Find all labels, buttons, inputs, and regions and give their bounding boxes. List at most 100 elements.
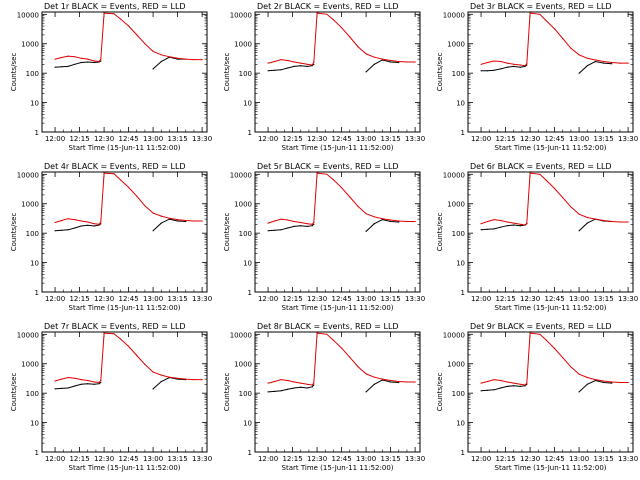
data-point-events	[500, 387, 502, 389]
x-tick-label: 12:15	[495, 295, 515, 303]
data-point-events	[381, 59, 383, 61]
y-tick-label: 1000	[234, 41, 252, 49]
data-point-lld	[160, 54, 162, 56]
data-point-lld	[562, 357, 564, 359]
data-point-lld	[54, 380, 56, 382]
y-tick-label: 10	[30, 260, 39, 268]
data-point-lld	[144, 363, 146, 365]
data-point-lld	[80, 220, 82, 222]
data-point-events	[506, 225, 508, 227]
data-point-events	[54, 388, 56, 390]
data-point-lld	[326, 173, 328, 175]
data-point-lld	[619, 62, 621, 64]
data-point-events	[313, 63, 315, 65]
data-point-events	[80, 383, 82, 385]
data-point-lld	[267, 382, 269, 384]
series-line-lld	[54, 12, 203, 63]
data-point-lld	[100, 379, 102, 382]
data-point-lld	[578, 213, 580, 215]
chart-title: Det 6r BLACK = Events, RED = LLD	[470, 162, 612, 171]
data-point-events	[300, 225, 302, 227]
x-axis-label: Start Time (15-Jun-11 11:52:00)	[495, 464, 607, 472]
y-tick-label: 1	[35, 129, 39, 137]
data-point-lld	[493, 219, 495, 221]
data-point-lld	[390, 379, 392, 382]
data-point-events	[519, 225, 521, 227]
data-point-lld	[414, 381, 416, 383]
series-line-events	[152, 218, 186, 232]
data-point-lld	[300, 62, 302, 64]
y-tick-label: 10	[456, 260, 465, 268]
data-point-lld	[406, 381, 408, 383]
x-axis-label: Start Time (15-Jun-11 11:52:00)	[282, 144, 394, 152]
data-point-lld	[619, 381, 621, 384]
data-point-lld	[185, 378, 187, 380]
data-point-lld	[201, 59, 203, 61]
data-point-lld	[562, 197, 564, 199]
data-point-events	[586, 65, 588, 67]
x-tick-label: 13:15	[381, 295, 401, 303]
x-tick-label: 13:30	[405, 455, 425, 463]
data-point-lld	[67, 55, 69, 57]
data-point-lld	[113, 173, 115, 175]
data-point-lld	[562, 38, 564, 40]
data-point-lld	[136, 34, 138, 36]
x-tick-label: 12:45	[118, 455, 138, 463]
x-tick-label: 12:15	[69, 295, 89, 303]
y-tick-label: 10	[243, 100, 252, 108]
y-tick-label: 100	[26, 390, 39, 398]
data-point-lld	[487, 220, 489, 223]
data-point-lld	[103, 172, 105, 174]
data-point-events	[280, 229, 282, 231]
data-point-lld	[185, 219, 187, 222]
data-point-lld	[611, 381, 613, 383]
data-point-events	[603, 381, 605, 384]
data-point-events	[487, 70, 489, 72]
data-point-lld	[311, 223, 313, 225]
data-point-lld	[287, 59, 289, 62]
data-point-events	[61, 387, 63, 389]
data-point-lld	[545, 339, 548, 341]
y-axis-label: Counts/sec	[10, 213, 18, 252]
y-tick-label: 10	[30, 100, 39, 108]
chart-panel-4: Det 4r BLACK = Events, RED = LLD 1 10 100 10…	[10, 162, 212, 312]
data-point-lld	[300, 382, 302, 384]
data-point-lld	[570, 47, 572, 49]
data-point-lld	[539, 173, 541, 175]
chart-panel-2: Det 2r BLACK = Events, RED = LLD 1 10 100 10…	[223, 2, 425, 152]
data-point-lld	[513, 63, 515, 65]
y-tick-label: 10	[30, 420, 39, 428]
x-axis-label: Start Time (15-Jun-11 11:52:00)	[69, 144, 181, 152]
chart-panel-1: Det 1r BLACK = Events, RED = LLD 1 10 100 10…	[10, 2, 212, 152]
data-point-lld	[54, 221, 56, 224]
data-point-events	[177, 220, 179, 222]
plot-frame	[41, 331, 208, 453]
series-line-events	[481, 64, 528, 72]
data-point-lld	[398, 380, 400, 383]
data-point-events	[487, 228, 489, 230]
data-point-lld	[529, 172, 531, 174]
x-axis-label: Start Time (15-Jun-11 11:52:00)	[69, 304, 181, 312]
x-tick-label: 13:15	[168, 135, 188, 143]
data-point-lld	[128, 186, 130, 188]
data-point-lld	[554, 28, 556, 30]
data-point-lld	[103, 332, 105, 334]
y-tick-label: 1	[248, 449, 252, 457]
data-point-lld	[357, 46, 359, 48]
data-point-lld	[306, 63, 308, 65]
series-line-lld	[480, 172, 629, 226]
data-point-lld	[586, 57, 588, 59]
data-point-lld	[390, 59, 392, 62]
data-point-lld	[326, 333, 328, 335]
data-point-lld	[136, 195, 138, 197]
data-point-lld	[168, 56, 170, 58]
data-point-events	[293, 65, 295, 67]
data-point-lld	[87, 379, 89, 382]
x-tick-label: 13:00	[356, 295, 376, 303]
data-point-lld	[524, 384, 526, 386]
data-point-events	[280, 390, 282, 392]
y-tick-label: 1	[461, 449, 465, 457]
data-point-lld	[611, 61, 613, 64]
data-point-lld	[87, 58, 89, 60]
data-point-lld	[300, 221, 302, 224]
